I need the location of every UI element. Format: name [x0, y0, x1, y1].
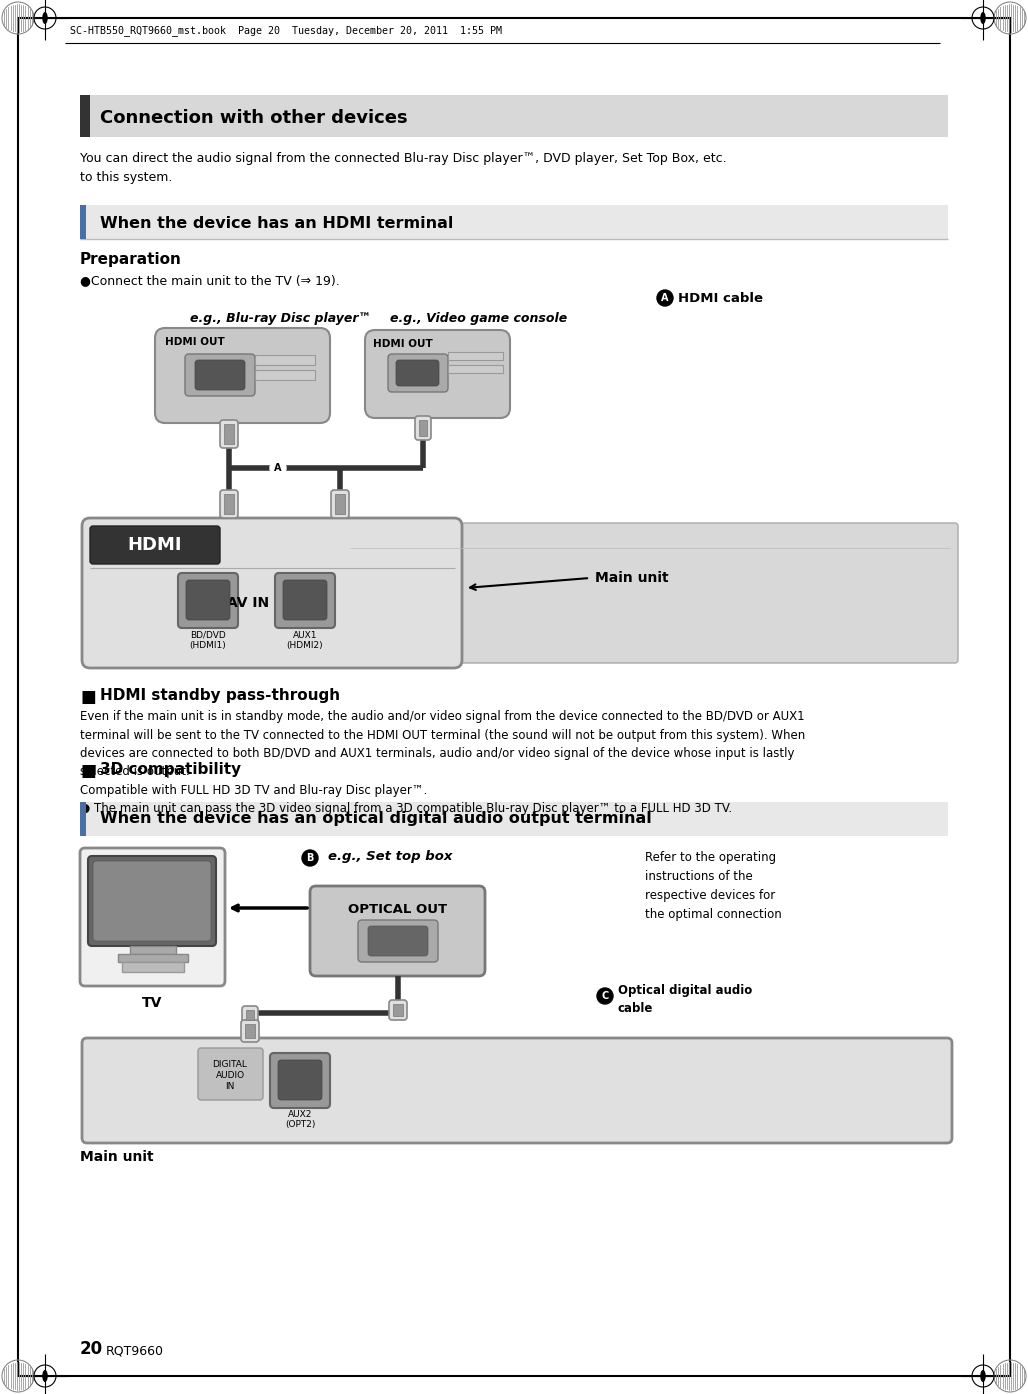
FancyBboxPatch shape	[365, 330, 510, 418]
Text: Connection with other devices: Connection with other devices	[100, 109, 408, 127]
FancyBboxPatch shape	[270, 1052, 330, 1108]
Text: HDMI OUT: HDMI OUT	[166, 337, 225, 347]
FancyBboxPatch shape	[389, 999, 407, 1020]
Bar	[130, 947, 176, 953]
Text: B: B	[306, 853, 314, 863]
Text: ■: ■	[80, 763, 96, 781]
FancyBboxPatch shape	[198, 1048, 263, 1100]
FancyBboxPatch shape	[88, 856, 216, 947]
Circle shape	[597, 988, 613, 1004]
Circle shape	[270, 460, 286, 475]
FancyBboxPatch shape	[185, 354, 255, 396]
FancyBboxPatch shape	[415, 415, 431, 441]
FancyBboxPatch shape	[278, 1059, 322, 1100]
FancyBboxPatch shape	[276, 573, 335, 629]
Text: HDMI standby pass-through: HDMI standby pass-through	[100, 689, 340, 703]
Bar	[80, 205, 86, 238]
FancyBboxPatch shape	[368, 926, 428, 956]
Bar	[224, 424, 234, 445]
Text: C: C	[601, 991, 609, 1001]
Text: A: A	[274, 463, 282, 473]
FancyBboxPatch shape	[82, 1039, 952, 1143]
Ellipse shape	[981, 1370, 986, 1381]
Text: Main unit: Main unit	[595, 572, 668, 585]
Bar	[393, 1004, 403, 1016]
Text: ●Connect the main unit to the TV (⇒ 19).: ●Connect the main unit to the TV (⇒ 19).	[80, 275, 339, 287]
Text: HDMI cable: HDMI cable	[678, 291, 763, 304]
Text: OPTICAL OUT: OPTICAL OUT	[348, 903, 447, 916]
Text: 20: 20	[80, 1340, 103, 1358]
Text: ● The main unit can pass the 3D video signal from a 3D compatible Blu-ray Disc p: ● The main unit can pass the 3D video si…	[80, 802, 732, 815]
FancyBboxPatch shape	[195, 360, 245, 390]
FancyBboxPatch shape	[82, 519, 462, 668]
Text: When the device has an optical digital audio output terminal: When the device has an optical digital a…	[100, 811, 652, 827]
FancyBboxPatch shape	[310, 887, 485, 976]
FancyBboxPatch shape	[155, 328, 330, 422]
Text: DIGITAL
AUDIO
IN: DIGITAL AUDIO IN	[213, 1059, 248, 1092]
Text: e.g., Blu-ray Disc player™: e.g., Blu-ray Disc player™	[190, 312, 371, 325]
Text: BD/DVD
(HDMI1): BD/DVD (HDMI1)	[189, 631, 226, 651]
Circle shape	[657, 290, 673, 307]
FancyBboxPatch shape	[331, 491, 348, 519]
Bar	[80, 802, 948, 836]
Bar	[122, 962, 184, 972]
FancyBboxPatch shape	[178, 573, 238, 629]
FancyBboxPatch shape	[388, 354, 448, 392]
Bar	[80, 95, 90, 137]
FancyBboxPatch shape	[241, 1020, 259, 1041]
Text: When the device has an HDMI terminal: When the device has an HDMI terminal	[100, 216, 453, 230]
Bar	[80, 802, 86, 836]
Bar	[419, 420, 427, 436]
Text: Even if the main unit is in standby mode, the audio and/or video signal from the: Even if the main unit is in standby mode…	[80, 710, 805, 778]
FancyBboxPatch shape	[358, 920, 438, 962]
Text: AUX1
(HDMI2): AUX1 (HDMI2)	[287, 631, 324, 651]
FancyBboxPatch shape	[242, 1006, 258, 1025]
Text: e.g., Video game console: e.g., Video game console	[390, 312, 567, 325]
Text: A: A	[661, 293, 669, 302]
FancyBboxPatch shape	[220, 491, 238, 519]
FancyBboxPatch shape	[350, 1046, 945, 1136]
Bar	[80, 205, 948, 238]
Bar	[80, 95, 948, 137]
Ellipse shape	[981, 13, 986, 24]
Bar	[335, 493, 345, 514]
Bar	[224, 493, 234, 514]
Ellipse shape	[42, 13, 47, 24]
Text: Main unit: Main unit	[80, 1150, 153, 1164]
Text: Optical digital audio
cable: Optical digital audio cable	[618, 984, 752, 1015]
Text: SC-HTB550_RQT9660_mst.book  Page 20  Tuesday, December 20, 2011  1:55 PM: SC-HTB550_RQT9660_mst.book Page 20 Tuesd…	[70, 25, 502, 36]
Ellipse shape	[42, 1370, 47, 1381]
Bar	[255, 355, 315, 365]
Text: AUX2
(OPT2): AUX2 (OPT2)	[285, 1110, 316, 1129]
Bar	[255, 369, 315, 381]
Bar	[448, 365, 503, 374]
Text: Preparation: Preparation	[80, 252, 182, 268]
FancyBboxPatch shape	[348, 523, 958, 664]
FancyBboxPatch shape	[93, 861, 211, 941]
Text: Refer to the operating
instructions of the
respective devices for
the optimal co: Refer to the operating instructions of t…	[645, 850, 781, 921]
Text: 3D compatibility: 3D compatibility	[100, 763, 242, 776]
Text: ■: ■	[80, 689, 96, 705]
Text: e.g., Set top box: e.g., Set top box	[328, 850, 452, 863]
Bar	[246, 1011, 254, 1020]
FancyBboxPatch shape	[396, 360, 439, 386]
Bar	[245, 1025, 255, 1039]
Bar	[448, 353, 503, 360]
Text: Compatible with FULL HD 3D TV and Blu-ray Disc player™.: Compatible with FULL HD 3D TV and Blu-ra…	[80, 783, 428, 797]
FancyBboxPatch shape	[90, 526, 220, 565]
Bar	[118, 953, 188, 962]
Text: You can direct the audio signal from the connected Blu-ray Disc player™, DVD pla: You can direct the audio signal from the…	[80, 152, 727, 184]
Text: HDMI OUT: HDMI OUT	[373, 339, 433, 348]
Text: AV IN: AV IN	[227, 597, 269, 611]
Text: HDMI: HDMI	[127, 537, 182, 553]
Circle shape	[302, 850, 318, 866]
Text: RQT9660: RQT9660	[106, 1345, 164, 1358]
FancyBboxPatch shape	[186, 580, 230, 620]
FancyBboxPatch shape	[283, 580, 327, 620]
FancyBboxPatch shape	[220, 420, 238, 447]
Text: TV: TV	[142, 995, 162, 1011]
FancyBboxPatch shape	[80, 848, 225, 986]
